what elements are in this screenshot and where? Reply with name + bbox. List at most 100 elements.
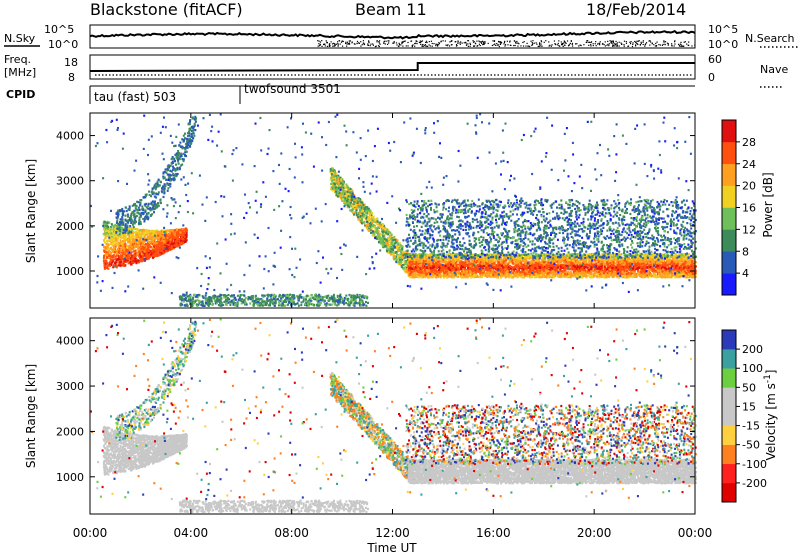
power-cell	[122, 262, 125, 265]
power-cell	[117, 264, 120, 267]
power-cell	[273, 295, 276, 298]
power-cell	[204, 294, 207, 297]
power-cell	[110, 247, 113, 251]
power-cell	[154, 254, 157, 257]
noise-search-point	[539, 42, 541, 44]
power-cell	[155, 196, 158, 199]
noise-search-point	[325, 40, 327, 42]
noise-search-point	[319, 41, 322, 43]
power-cell	[240, 302, 243, 305]
power-cell	[206, 301, 209, 304]
power-cell	[332, 293, 335, 296]
power-cell	[198, 300, 201, 303]
power-cell	[355, 296, 358, 299]
power-cell	[243, 294, 246, 297]
power-cell	[361, 215, 364, 218]
noise-search-point	[369, 45, 371, 47]
power-cell	[145, 246, 148, 249]
noise-search-point	[328, 44, 330, 46]
power-cell	[113, 251, 116, 254]
noise-search-point	[340, 41, 343, 43]
power-cell	[297, 298, 300, 301]
power-cell	[121, 214, 124, 217]
power-cell	[330, 176, 333, 179]
noise-search-point	[402, 41, 404, 43]
power-cell	[335, 194, 338, 197]
power-cell	[107, 227, 109, 230]
power-cell	[166, 169, 169, 172]
power-cell	[329, 170, 332, 173]
power-cell	[172, 168, 174, 171]
power-cell	[181, 232, 183, 235]
power-cell	[119, 236, 122, 239]
power-cell	[153, 184, 156, 187]
noise-search-point	[438, 42, 440, 44]
power-cell	[152, 250, 155, 253]
power-cell	[170, 244, 173, 248]
power-cell	[383, 239, 386, 242]
noise-search-point	[609, 40, 611, 42]
cpid-label: CPID	[6, 88, 35, 101]
power-cell	[379, 236, 382, 239]
power-cell	[266, 299, 269, 302]
power-cell	[133, 257, 136, 260]
power-cell	[305, 301, 308, 304]
noise-search-point	[570, 40, 572, 42]
power-cell	[104, 249, 107, 252]
power-cell	[125, 251, 128, 254]
power-cell	[105, 253, 108, 256]
noise-search-point	[694, 44, 696, 46]
power-cell	[176, 232, 179, 235]
power-cell	[379, 224, 382, 227]
power-cell	[398, 242, 401, 245]
noise-search-point	[569, 42, 571, 45]
power-cell	[345, 197, 348, 200]
power-cell	[159, 247, 162, 250]
noise-search-point	[671, 43, 673, 45]
power-cell	[122, 235, 125, 238]
noise-search-point	[337, 43, 339, 45]
power-cell	[344, 190, 347, 193]
power-cell	[104, 227, 107, 230]
power-cell	[123, 210, 126, 213]
power-cell	[122, 240, 125, 243]
power-cell	[132, 236, 135, 239]
power-cell	[113, 249, 116, 252]
power-cell	[330, 187, 333, 190]
power-cell	[375, 217, 378, 220]
power-cell	[359, 209, 362, 212]
power-cell	[184, 143, 187, 146]
power-cell	[357, 197, 360, 200]
power-cell	[114, 245, 117, 248]
noise-search-point	[671, 45, 673, 47]
power-cell	[124, 224, 127, 227]
power-cell	[135, 208, 138, 211]
noise-search-point	[506, 40, 508, 42]
power-cell	[229, 295, 232, 298]
power-cell	[342, 184, 345, 187]
power-cell	[142, 236, 145, 239]
power-cell	[103, 233, 106, 236]
noise-search-point	[531, 44, 533, 47]
noise-search-point	[410, 40, 412, 42]
power-cell	[119, 249, 121, 252]
power-cell	[136, 244, 139, 247]
noise-search-point	[601, 43, 604, 45]
power-cell	[337, 185, 340, 188]
power-cell	[184, 232, 187, 235]
noise-search-point	[354, 43, 356, 45]
power-cell	[181, 230, 184, 233]
power-cell	[147, 202, 150, 205]
power-cell	[336, 179, 339, 182]
power-cell	[115, 238, 118, 241]
power-cell	[162, 244, 164, 248]
freq-label-bottom: [MHz]	[4, 66, 36, 79]
power-cell	[191, 117, 194, 120]
power-cell	[133, 235, 136, 238]
power-cell	[386, 250, 389, 253]
power-cell	[143, 254, 146, 257]
power-cell	[139, 201, 142, 205]
noise-search-point	[566, 40, 569, 42]
power-cell	[112, 250, 114, 253]
power-cell	[146, 244, 149, 248]
